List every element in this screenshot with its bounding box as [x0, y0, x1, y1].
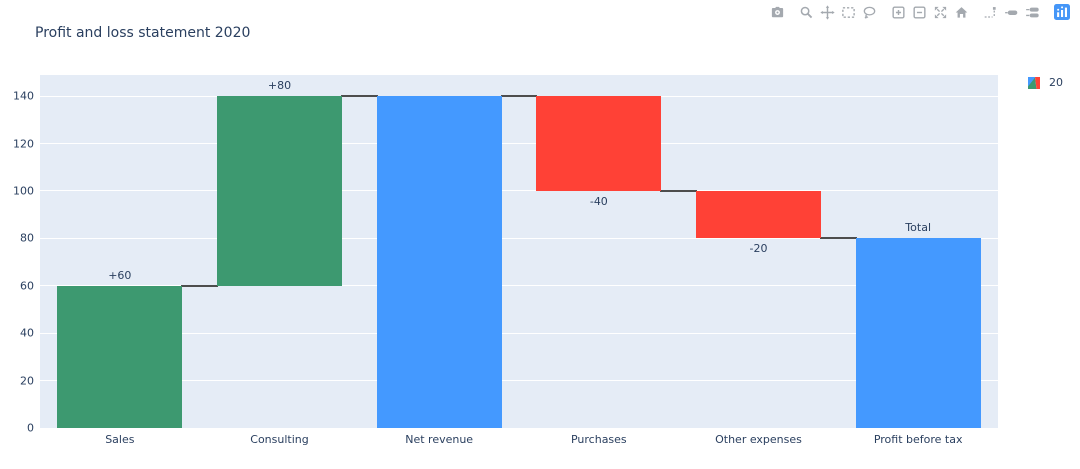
y-tick-label: 120 [13, 137, 34, 151]
connector-line [181, 284, 218, 287]
x-tick-label: Consulting [250, 433, 309, 446]
modebar [763, 3, 1076, 21]
gridline [40, 427, 998, 429]
plot-area[interactable]: +60 +80 -40 -20 Total [40, 75, 998, 429]
zoom-icon[interactable] [796, 3, 817, 21]
y-tick-label: 20 [20, 374, 34, 388]
connector-line [341, 95, 378, 98]
gridline [40, 332, 998, 334]
x-tick-label: Purchases [570, 433, 627, 446]
connector-line [820, 237, 857, 240]
x-tick-label: Net revenue [405, 433, 474, 446]
hover-compare-icon[interactable] [1022, 3, 1043, 21]
y-tick-label: 0 [27, 421, 34, 435]
box-select-icon[interactable] [838, 3, 859, 21]
modebar-group [1047, 3, 1076, 21]
x-tick-label: Other expenses [715, 433, 802, 446]
hover-closest-icon[interactable] [1001, 3, 1022, 21]
waterfall-bar-profit-before-tax[interactable] [855, 238, 981, 428]
gridline [40, 380, 998, 382]
modebar-group [976, 3, 1047, 21]
zoom-out-icon[interactable] [909, 3, 930, 21]
connector-line [660, 189, 697, 192]
autoscale-icon[interactable] [930, 3, 951, 21]
chart-title: Profit and loss statement 2020 [35, 25, 251, 41]
y-tick-label: 40 [20, 326, 34, 340]
y-tick-label: 100 [13, 184, 34, 198]
reset-axes-icon[interactable] [951, 3, 972, 21]
gridline [40, 143, 998, 145]
pan-icon[interactable] [817, 3, 838, 21]
waterfall-bar-net-revenue[interactable] [376, 96, 502, 428]
modebar-group [792, 3, 884, 21]
gridline [40, 237, 998, 239]
gridline [40, 285, 998, 287]
lasso-select-icon[interactable] [859, 3, 880, 21]
y-axis: 0 20 40 60 80 100 120 140 [0, 75, 34, 435]
waterfall-bar-consulting[interactable] [217, 96, 342, 286]
camera-icon[interactable] [767, 3, 788, 21]
y-tick-label: 60 [20, 279, 34, 293]
waterfall-bar-other-expenses[interactable] [696, 190, 821, 239]
y-tick-label: 140 [13, 89, 34, 103]
bar-value-label: -40 [589, 194, 608, 208]
legend-swatch-icon [1028, 76, 1040, 89]
modebar-group [763, 3, 792, 21]
legend-label: 20 [1049, 76, 1063, 89]
waterfall-bar-sales[interactable] [57, 285, 183, 428]
connector-line [500, 95, 538, 98]
bar-value-label: +60 [108, 268, 132, 282]
waterfall-bar-purchases[interactable] [536, 96, 662, 191]
modebar-group [884, 3, 976, 21]
legend-item[interactable]: 20 [1028, 76, 1063, 89]
y-tick-label: 80 [20, 231, 34, 245]
bar-value-label: +80 [267, 79, 292, 93]
x-tick-label: Profit before tax [873, 433, 963, 446]
x-axis: Sales Consulting Net revenue Purchases Other… [40, 428, 998, 448]
x-tick-label: Sales [105, 433, 135, 446]
spikelines-icon[interactable] [980, 3, 1001, 21]
plotly-logo-icon[interactable] [1051, 3, 1072, 21]
zoom-in-icon[interactable] [888, 3, 909, 21]
gridline [40, 190, 998, 192]
bar-value-label: Total [905, 221, 932, 235]
bar-value-label: -20 [749, 242, 768, 256]
